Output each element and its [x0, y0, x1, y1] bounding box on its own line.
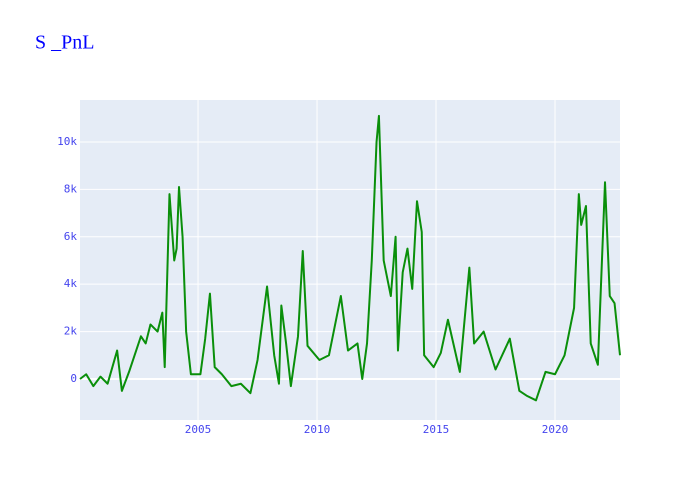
- y-tick-label: 2k: [64, 325, 78, 338]
- y-tick-label: 6k: [64, 230, 78, 243]
- y-tick-label: 4k: [64, 277, 78, 290]
- y-tick-label: 10k: [57, 135, 77, 148]
- data-line: [79, 114, 621, 402]
- y-tick-label: 8k: [64, 182, 78, 195]
- x-tick-label: 2015: [423, 423, 450, 436]
- chart-title: S _PnL: [35, 32, 94, 54]
- x-tick-label: 2020: [542, 423, 569, 436]
- plot-area: [80, 100, 620, 420]
- y-tick-label: 0: [70, 372, 77, 385]
- x-tick-label: 2010: [304, 423, 331, 436]
- x-tick-label: 2005: [185, 423, 212, 436]
